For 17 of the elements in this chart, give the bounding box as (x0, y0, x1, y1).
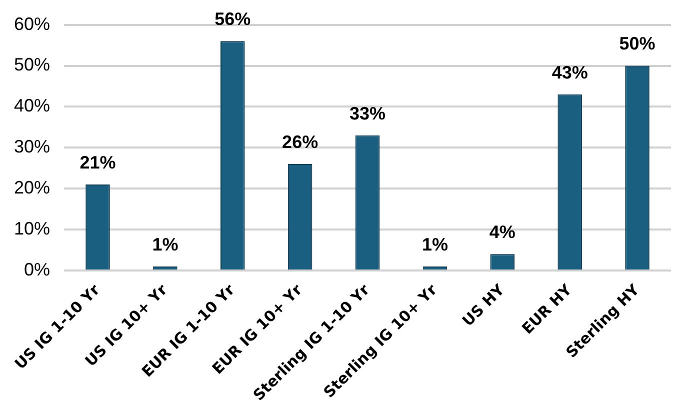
data-label: 43% (552, 62, 588, 82)
y-tick-label: 40% (14, 96, 50, 116)
data-label: 21% (80, 152, 116, 172)
data-label: 56% (214, 9, 251, 30)
y-tick-label: 50% (14, 54, 50, 75)
data-label: 4% (489, 222, 516, 242)
data-label: 50% (619, 34, 656, 54)
y-tick-label: 20% (14, 178, 50, 198)
data-label: 33% (350, 103, 386, 124)
y-tick-label: 10% (14, 218, 50, 239)
data-label: 1% (152, 234, 178, 254)
y-tick-label: 60% (14, 14, 50, 34)
data-label: 1% (422, 234, 448, 254)
y-tick-label: 30% (14, 136, 50, 157)
x-tick-label: US HY (458, 280, 509, 330)
data-label: 26% (282, 132, 318, 152)
y-tick-label: 0% (24, 260, 50, 280)
